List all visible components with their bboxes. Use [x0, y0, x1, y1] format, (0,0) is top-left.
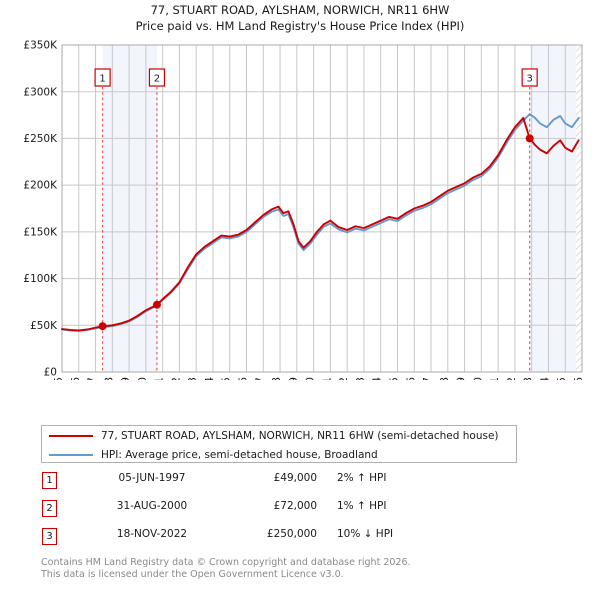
transaction-price-3: £250,000 — [266, 528, 317, 540]
x-axis-tick-label: 2006 — [238, 377, 250, 380]
x-axis-tick-label: 2015 — [388, 377, 400, 380]
transaction-hpi-delta-2: 1% ↑ HPI — [337, 500, 387, 512]
y-axis-tick-label: £0 — [44, 367, 57, 379]
x-axis-tick-label: 1997 — [87, 377, 99, 380]
x-axis-tick-label: 2000 — [137, 377, 149, 380]
transaction-date-2: 31-AUG-2000 — [116, 500, 188, 512]
x-axis-tick-label: 2021 — [489, 377, 501, 380]
x-axis-tick-label: 2010 — [305, 377, 317, 380]
transaction-date-3: 18-NOV-2022 — [116, 528, 188, 540]
x-axis-tick-label: 2007 — [254, 377, 266, 380]
svg-text:2: 2 — [154, 74, 160, 85]
y-axis-tick-label: £250K — [23, 133, 58, 145]
transaction-date-1: 05-JUN-1997 — [118, 472, 186, 484]
y-axis-tick-label: £200K — [23, 180, 58, 192]
legend-line-swatch-property — [49, 435, 93, 437]
x-axis-tick-label: 2020 — [472, 377, 484, 380]
legend-line-swatch-hpi — [49, 454, 93, 456]
x-axis-tick-label: 2003 — [187, 377, 199, 380]
x-axis-tick-label: 2016 — [405, 377, 417, 380]
x-axis-tick-label: 2014 — [372, 377, 384, 380]
x-axis-tick-label: 2018 — [439, 377, 451, 380]
x-axis-tick-label: 2023 — [523, 377, 535, 380]
svg-text:1: 1 — [99, 74, 105, 85]
x-axis-tick-label: 1995 — [53, 377, 65, 380]
transaction-hpi-delta-3: 10% ↓ HPI — [337, 528, 394, 540]
x-axis-tick-label: 2011 — [321, 377, 333, 380]
table-row: 1 05-JUN-1997 £49,000 2% ↑ HPI — [41, 470, 561, 498]
chart-legend: 77, STUART ROAD, AYLSHAM, NORWICH, NR11 … — [41, 425, 517, 463]
x-axis-tick-label: 1998 — [103, 377, 115, 380]
x-axis-tick-label: 2001 — [154, 377, 166, 380]
x-axis-tick-label: 1996 — [70, 377, 82, 380]
transaction-price-2: £72,000 — [273, 500, 317, 512]
x-axis-tick-label: 2012 — [338, 377, 350, 380]
chart-marker-1: 1 — [94, 68, 111, 87]
x-axis-tick-label: 2024 — [539, 377, 551, 380]
legend-item-property: 77, STUART ROAD, AYLSHAM, NORWICH, NR11 … — [42, 427, 516, 445]
y-axis-tick-label: £350K — [23, 40, 58, 52]
legend-label-hpi: HPI: Average price, semi-detached house,… — [101, 449, 378, 461]
transaction-marker-badge-2: 2 — [42, 500, 57, 517]
svg-text:3: 3 — [526, 74, 532, 85]
page-title-line-2: Price paid vs. HM Land Registry's House … — [135, 19, 465, 33]
attribution-footer: Contains HM Land Registry data © Crown c… — [41, 557, 581, 580]
x-axis-tick-label: 2002 — [170, 377, 182, 380]
transactions-table: 1 05-JUN-1997 £49,000 2% ↑ HPI 2 31-AUG-… — [41, 470, 561, 554]
y-axis-tick-label: £300K — [23, 86, 58, 98]
x-axis-tick-label: 2022 — [506, 377, 518, 380]
transaction-marker-badge-1: 1 — [42, 472, 57, 489]
legend-item-hpi: HPI: Average price, semi-detached house,… — [42, 446, 516, 464]
x-axis-tick-label: 2026 — [573, 377, 585, 380]
x-axis-tick-label: 2009 — [288, 377, 300, 380]
x-axis-tick-label: 2019 — [456, 377, 468, 380]
page-title: 77, STUART ROAD, AYLSHAM, NORWICH, NR11 … — [0, 2, 600, 34]
transaction-price-1: £49,000 — [273, 472, 317, 484]
transaction-hpi-delta-1: 2% ↑ HPI — [337, 472, 387, 484]
x-axis-tick-label: 2025 — [556, 377, 568, 380]
x-axis-tick-label: 2005 — [221, 377, 233, 380]
chart-canvas: £0 £50K £100K £150K £200K £250K £300K £350K 1995… — [23, 40, 585, 380]
chart-marker-2: 2 — [148, 68, 166, 87]
table-row: 3 18-NOV-2022 £250,000 10% ↓ HPI — [41, 526, 561, 554]
legend-label-property: 77, STUART ROAD, AYLSHAM, NORWICH, NR11 … — [101, 430, 499, 442]
x-axis-tick-label: 2017 — [422, 377, 434, 380]
x-axis-tick-label: 2013 — [355, 377, 367, 380]
x-axis-tick-label: 1999 — [120, 377, 132, 380]
x-axis-tick-label: 2008 — [271, 377, 283, 380]
x-axis-tick-label: 2004 — [204, 377, 216, 380]
y-axis-tick-label: £150K — [23, 226, 58, 238]
y-axis-tick-label: £100K — [23, 273, 58, 285]
transaction-marker-badge-3: 3 — [42, 528, 57, 545]
page-title-line-1: 77, STUART ROAD, AYLSHAM, NORWICH, NR11 … — [150, 3, 450, 17]
attribution-line-1: Contains HM Land Registry data © Crown c… — [41, 557, 411, 568]
y-axis-tick-label: £50K — [30, 320, 58, 332]
table-row: 2 31-AUG-2000 £72,000 1% ↑ HPI — [41, 498, 561, 526]
price-history-chart: £0 £50K £100K £150K £200K £250K £300K £350K 1995… — [0, 40, 600, 380]
attribution-line-2: This data is licensed under the Open Gov… — [41, 568, 344, 580]
chart-marker-3: 3 — [521, 68, 538, 87]
